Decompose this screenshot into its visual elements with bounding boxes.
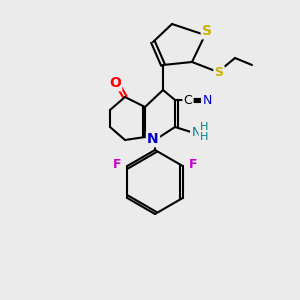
Text: F: F [113, 158, 122, 170]
Text: N: N [191, 125, 201, 139]
Text: S: S [214, 67, 224, 80]
Text: H: H [200, 122, 208, 132]
Text: H: H [200, 132, 208, 142]
Text: C: C [184, 94, 192, 107]
Text: S: S [202, 24, 212, 38]
Text: O: O [109, 76, 121, 90]
Text: N: N [202, 94, 212, 107]
Text: N: N [147, 132, 159, 146]
Text: F: F [188, 158, 197, 170]
